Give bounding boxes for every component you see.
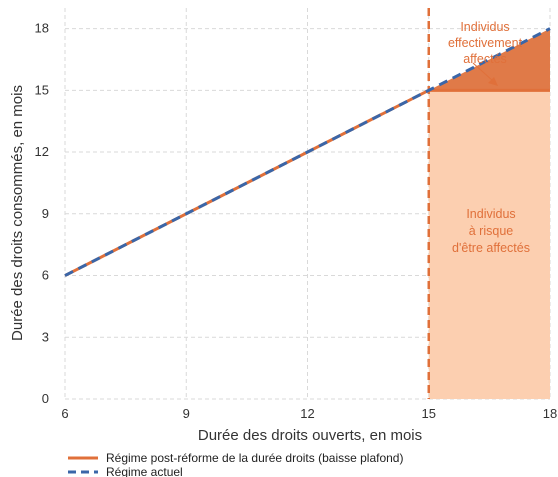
annotations: Individus effectivement affectés Individus à…	[448, 20, 530, 255]
y-tick-label-15: 15	[35, 82, 49, 97]
legend-label-current: Régime actuel	[106, 465, 183, 477]
y-axis-title: Durée des droits consommés, en mois	[9, 85, 26, 341]
y-tick-label-0: 0	[42, 391, 49, 406]
y-tick-label-3: 3	[42, 329, 49, 344]
y-tick-label-9: 9	[42, 206, 49, 221]
y-tick-label-6: 6	[42, 268, 49, 283]
x-tick-label-9: 9	[183, 406, 190, 421]
region-at-risk	[428, 90, 550, 399]
x-tick-label-15: 15	[422, 406, 436, 421]
series-current-line	[64, 27, 551, 277]
y-axis-ticks: 0 3 6 9 12 15 18	[35, 21, 49, 406]
legend: Régime post-réforme de la durée droits (…	[68, 451, 403, 477]
annotation-arrow-line	[472, 62, 494, 82]
y-tick-label-12: 12	[35, 144, 49, 159]
x-tick-label-12: 12	[300, 406, 314, 421]
x-axis-ticks: 6 9 12 15 18	[61, 406, 557, 421]
series-lines	[64, 8, 551, 399]
x-tick-label-6: 6	[61, 406, 68, 421]
legend-label-post-reform: Régime post-réforme de la durée droits (…	[106, 451, 403, 465]
y-tick-label-18: 18	[35, 21, 49, 36]
x-axis-title: Durée des droits ouverts, en mois	[198, 427, 422, 444]
x-tick-label-18: 18	[543, 406, 557, 421]
annotation-effectively-affected: Individus effectivement affectés	[448, 20, 523, 66]
annotation-arrow-head	[488, 77, 498, 86]
annotation-at-risk: Individus à risque d'être affectés	[452, 207, 530, 255]
